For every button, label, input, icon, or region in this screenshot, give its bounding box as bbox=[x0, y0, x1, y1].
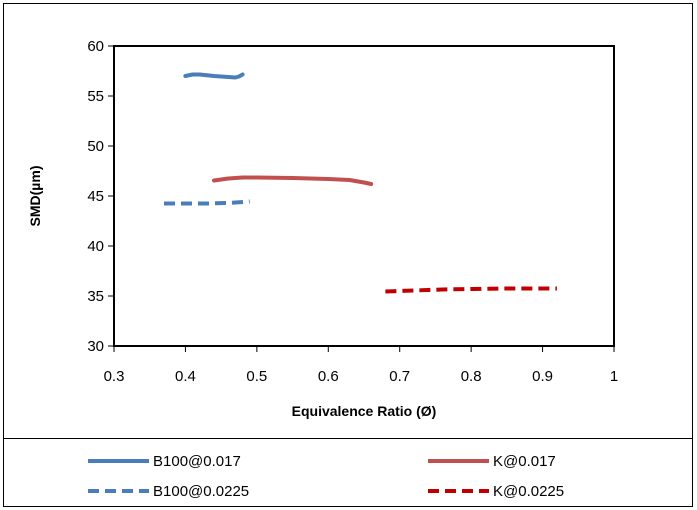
legend-label-3: B100@0.0225 bbox=[153, 483, 249, 500]
y-tick-label: 60 bbox=[87, 38, 104, 55]
y-tick-label: 30 bbox=[87, 338, 104, 355]
legend-box bbox=[3, 438, 693, 507]
y-tick-label: 50 bbox=[87, 138, 104, 155]
plot-area bbox=[113, 45, 615, 347]
series-line-2 bbox=[212, 175, 374, 186]
series-line-4 bbox=[385, 286, 557, 294]
legend-label-2: K@0.017 bbox=[493, 453, 556, 470]
x-tick-label: 0.7 bbox=[389, 368, 410, 385]
x-tick-label: 0.5 bbox=[246, 368, 267, 385]
x-axis-label: Equivalence Ratio (Ø) bbox=[292, 403, 437, 419]
y-axis-label: SMD(µm) bbox=[27, 166, 43, 227]
x-tick-label: 0.9 bbox=[532, 368, 553, 385]
legend-label-1: B100@0.017 bbox=[153, 453, 241, 470]
axis-labels: Equivalence Ratio (Ø) SMD(µm) bbox=[27, 166, 436, 419]
y-tick-label: 45 bbox=[87, 188, 104, 205]
y-tick-label: 40 bbox=[87, 238, 104, 255]
y-tick-label: 35 bbox=[87, 288, 104, 305]
series-group bbox=[164, 72, 557, 294]
series-line-1 bbox=[183, 72, 245, 80]
x-tick-label: 1 bbox=[610, 368, 618, 385]
x-tick-label: 0.8 bbox=[461, 368, 482, 385]
x-tick-label: 0.6 bbox=[318, 368, 339, 385]
legend-label-4: K@0.0225 bbox=[493, 483, 564, 500]
axes: 30 35 40 45 50 55 60 0.3 0.4 0.5 0.6 0.7 0.8 0.9 1 bbox=[87, 38, 618, 385]
x-tick-label: 0.4 bbox=[175, 368, 196, 385]
legend: B100@0.017 K@0.017 B100@0.0225 K@0.0225 bbox=[3, 438, 693, 507]
x-tick-label: 0.3 bbox=[104, 368, 125, 385]
plot-frame bbox=[113, 45, 615, 347]
series-line-3 bbox=[164, 199, 250, 206]
y-tick-label: 55 bbox=[87, 88, 104, 105]
